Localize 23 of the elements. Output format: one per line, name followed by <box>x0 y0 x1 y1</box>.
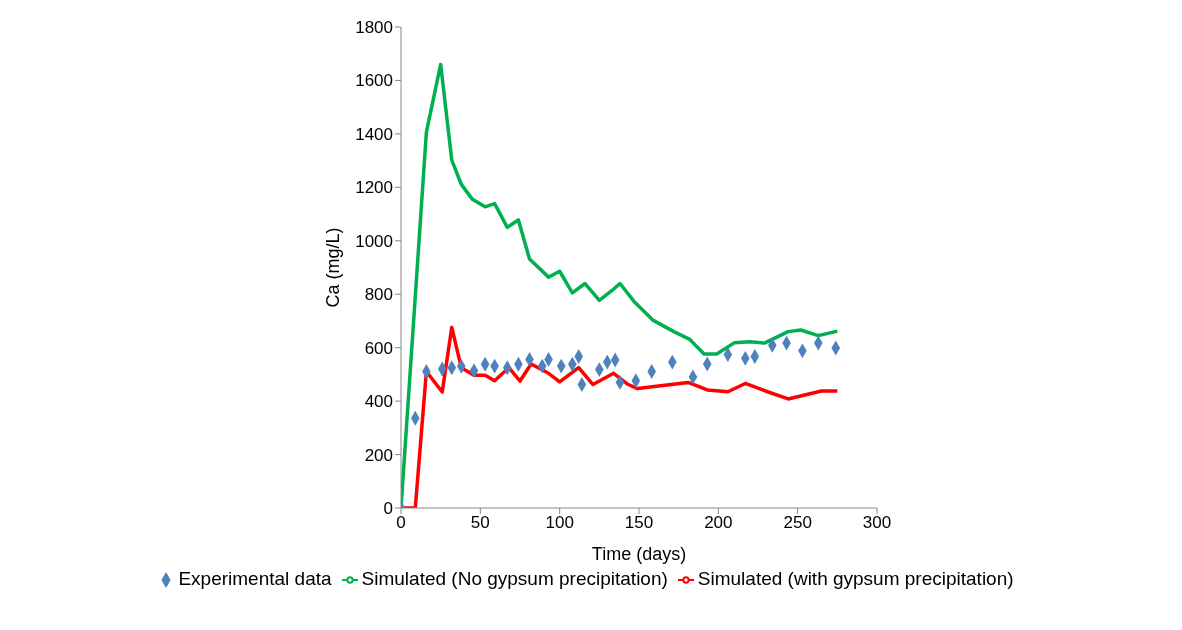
y-tick-label: 0 <box>383 499 393 519</box>
y-tick-label: 1800 <box>355 18 393 38</box>
line-series <box>401 325 840 508</box>
legend-label: Simulated (No gypsum precipitation) <box>361 568 668 589</box>
x-axis-title: Time (days) <box>591 544 687 564</box>
legend-label: Simulated (with gypsum precipitation) <box>697 568 1014 589</box>
y-tick-label: 1000 <box>355 231 393 251</box>
y-axis-title: Ca (mg/L) <box>323 227 344 308</box>
y-tick-label: 600 <box>364 338 393 358</box>
x-tick-label: 300 <box>862 513 892 533</box>
y-tick-label: 1600 <box>355 71 393 91</box>
y-tick-label: 400 <box>364 392 393 412</box>
x-tick-label: 150 <box>624 513 654 533</box>
x-tick-label: 250 <box>783 513 812 533</box>
y-tick-label: 1400 <box>355 124 393 144</box>
legend-label: Experimental data <box>178 568 332 589</box>
x-tick-label: 100 <box>545 513 574 533</box>
x-tick-label: 200 <box>704 513 733 533</box>
x-tick-label: 50 <box>470 513 490 533</box>
y-tick-label: 800 <box>364 285 393 305</box>
y-tick-label: 200 <box>364 445 393 465</box>
y-tick-label: 1200 <box>355 178 393 198</box>
x-tick-label: 0 <box>396 513 406 533</box>
